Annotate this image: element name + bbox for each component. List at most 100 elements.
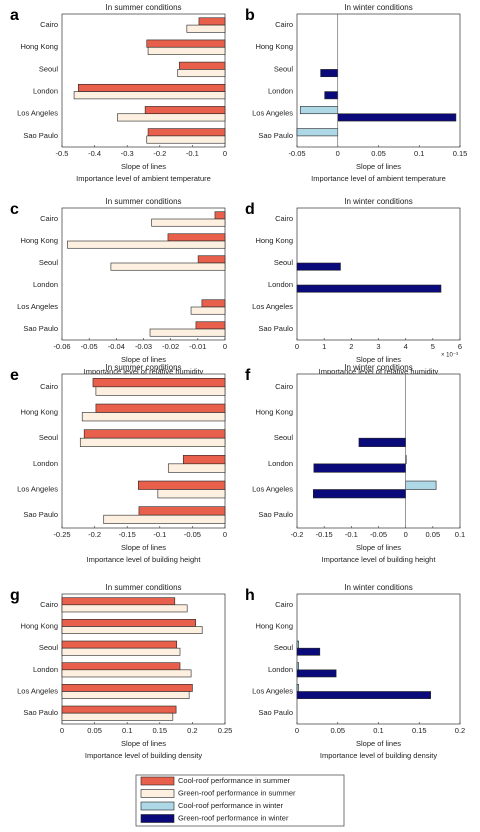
legend-swatch (140, 814, 175, 823)
plot-frame (296, 593, 461, 725)
panel-title: In winter conditions (344, 197, 412, 206)
panel-subtitle: Importance level of building height (322, 555, 437, 564)
panel-title: In summer conditions (105, 197, 181, 206)
plot-frame (61, 373, 226, 529)
y-tick-label: London (268, 665, 293, 674)
x-tick-label: -0.3 (121, 149, 134, 158)
bar (61, 626, 203, 634)
y-tick-label: London (268, 459, 293, 468)
x-axis-label: Slope of lines (356, 162, 401, 171)
x-tick-label: 3 (376, 342, 380, 351)
y-tick-label: Sao Paulo (258, 324, 293, 333)
x-tick-label: -0.05 (184, 530, 201, 539)
y-tick-label: London (33, 280, 58, 289)
y-tick-label: London (33, 459, 58, 468)
y-tick-label: London (268, 87, 293, 96)
panel-subtitle: Importance level of relative humidity (319, 367, 439, 376)
x-axis-label: Slope of lines (121, 543, 166, 552)
bar (110, 262, 226, 271)
panel-subtitle: Importance level of ambient temperature (76, 174, 211, 183)
y-tick-label: Cairo (275, 20, 293, 29)
bar (81, 412, 226, 422)
x-tick-label: 0 (223, 342, 227, 351)
panel-letter: d (245, 201, 255, 218)
y-tick-label: Sao Paulo (23, 708, 58, 717)
bar (147, 46, 226, 55)
y-tick-label: Cairo (275, 382, 293, 391)
bar (358, 437, 406, 447)
bar (95, 386, 226, 396)
bar (151, 218, 226, 227)
bar (149, 328, 226, 337)
y-tick-label: Seoul (274, 258, 294, 267)
bar (61, 604, 188, 613)
panel-letter: f (245, 367, 251, 384)
y-tick-label: Cairo (40, 600, 58, 609)
x-axis-label: Slope of lines (356, 739, 401, 748)
y-tick-label: Cairo (40, 382, 58, 391)
x-axis-label: Slope of lines (356, 543, 401, 552)
x-tick-label: 0.15 (152, 726, 167, 735)
y-tick-label: Seoul (39, 64, 59, 73)
x-tick-label: 0.25 (218, 726, 233, 735)
bar (197, 255, 226, 264)
y-tick-label: London (268, 280, 293, 289)
x-tick-label: 4 (404, 342, 408, 351)
bar (61, 597, 176, 606)
x-tick-label: 0 (295, 726, 299, 735)
bar (179, 61, 226, 70)
legend-swatch (140, 801, 175, 811)
x-tick-label: -0.1 (153, 530, 166, 539)
bar (138, 506, 226, 516)
y-tick-label: Sao Paulo (23, 510, 58, 519)
bar (144, 106, 226, 115)
plot-frame (296, 207, 461, 341)
x-tick-label: -0.5 (56, 149, 69, 158)
bar (405, 480, 437, 490)
plot-frame (61, 207, 226, 341)
x-tick-label: 0 (60, 726, 64, 735)
bar (78, 83, 226, 92)
bar (61, 662, 181, 671)
y-tick-label: Seoul (274, 64, 294, 73)
x-tick-label: 0.1 (373, 726, 383, 735)
bar (299, 106, 339, 115)
y-tick-label: Sao Paulo (258, 510, 293, 519)
panel-subtitle: Importance level of ambient temperature (311, 174, 446, 183)
y-tick-label: Hong Kong (255, 407, 293, 416)
bar (157, 489, 226, 499)
legend-swatch (140, 789, 175, 798)
bar (198, 17, 226, 26)
bar (324, 91, 339, 100)
panel-title: In summer conditions (105, 363, 181, 372)
x-tick-label: 0.05 (426, 530, 441, 539)
y-tick-label: Hong Kong (255, 621, 293, 630)
bar (147, 128, 226, 137)
x-tick-label: 0 (404, 530, 408, 539)
x-tick-label: -0.1 (345, 530, 358, 539)
x-tick-label: 0 (223, 149, 227, 158)
y-tick-label: Cairo (40, 214, 58, 223)
bar (83, 429, 226, 439)
x-tick-label: 1 (322, 342, 326, 351)
y-tick-label: Hong Kong (20, 236, 58, 245)
panel-letter: h (245, 587, 255, 604)
bar (320, 69, 339, 78)
y-tick-label: Hong Kong (255, 42, 293, 51)
legend-label: Green-roof performance in winter (178, 813, 289, 822)
x-tick-label: 0.1 (455, 530, 465, 539)
y-tick-label: Sao Paulo (258, 131, 293, 140)
y-tick-label: Seoul (39, 258, 59, 267)
bar (312, 489, 406, 499)
y-tick-label: Hong Kong (20, 42, 58, 51)
y-tick-label: Hong Kong (255, 236, 293, 245)
x-tick-label: -0.05 (370, 530, 387, 539)
plot-frame (61, 13, 226, 148)
y-tick-label: Los Angeles (17, 686, 58, 695)
x-tick-label: 0.1 (414, 149, 424, 158)
x-tick-label: -0.15 (316, 530, 333, 539)
x-tick-label: -0.04 (108, 342, 125, 351)
y-tick-label: Los Angeles (17, 302, 58, 311)
x-tick-label: 0.05 (371, 149, 386, 158)
plot-frame (296, 373, 461, 529)
